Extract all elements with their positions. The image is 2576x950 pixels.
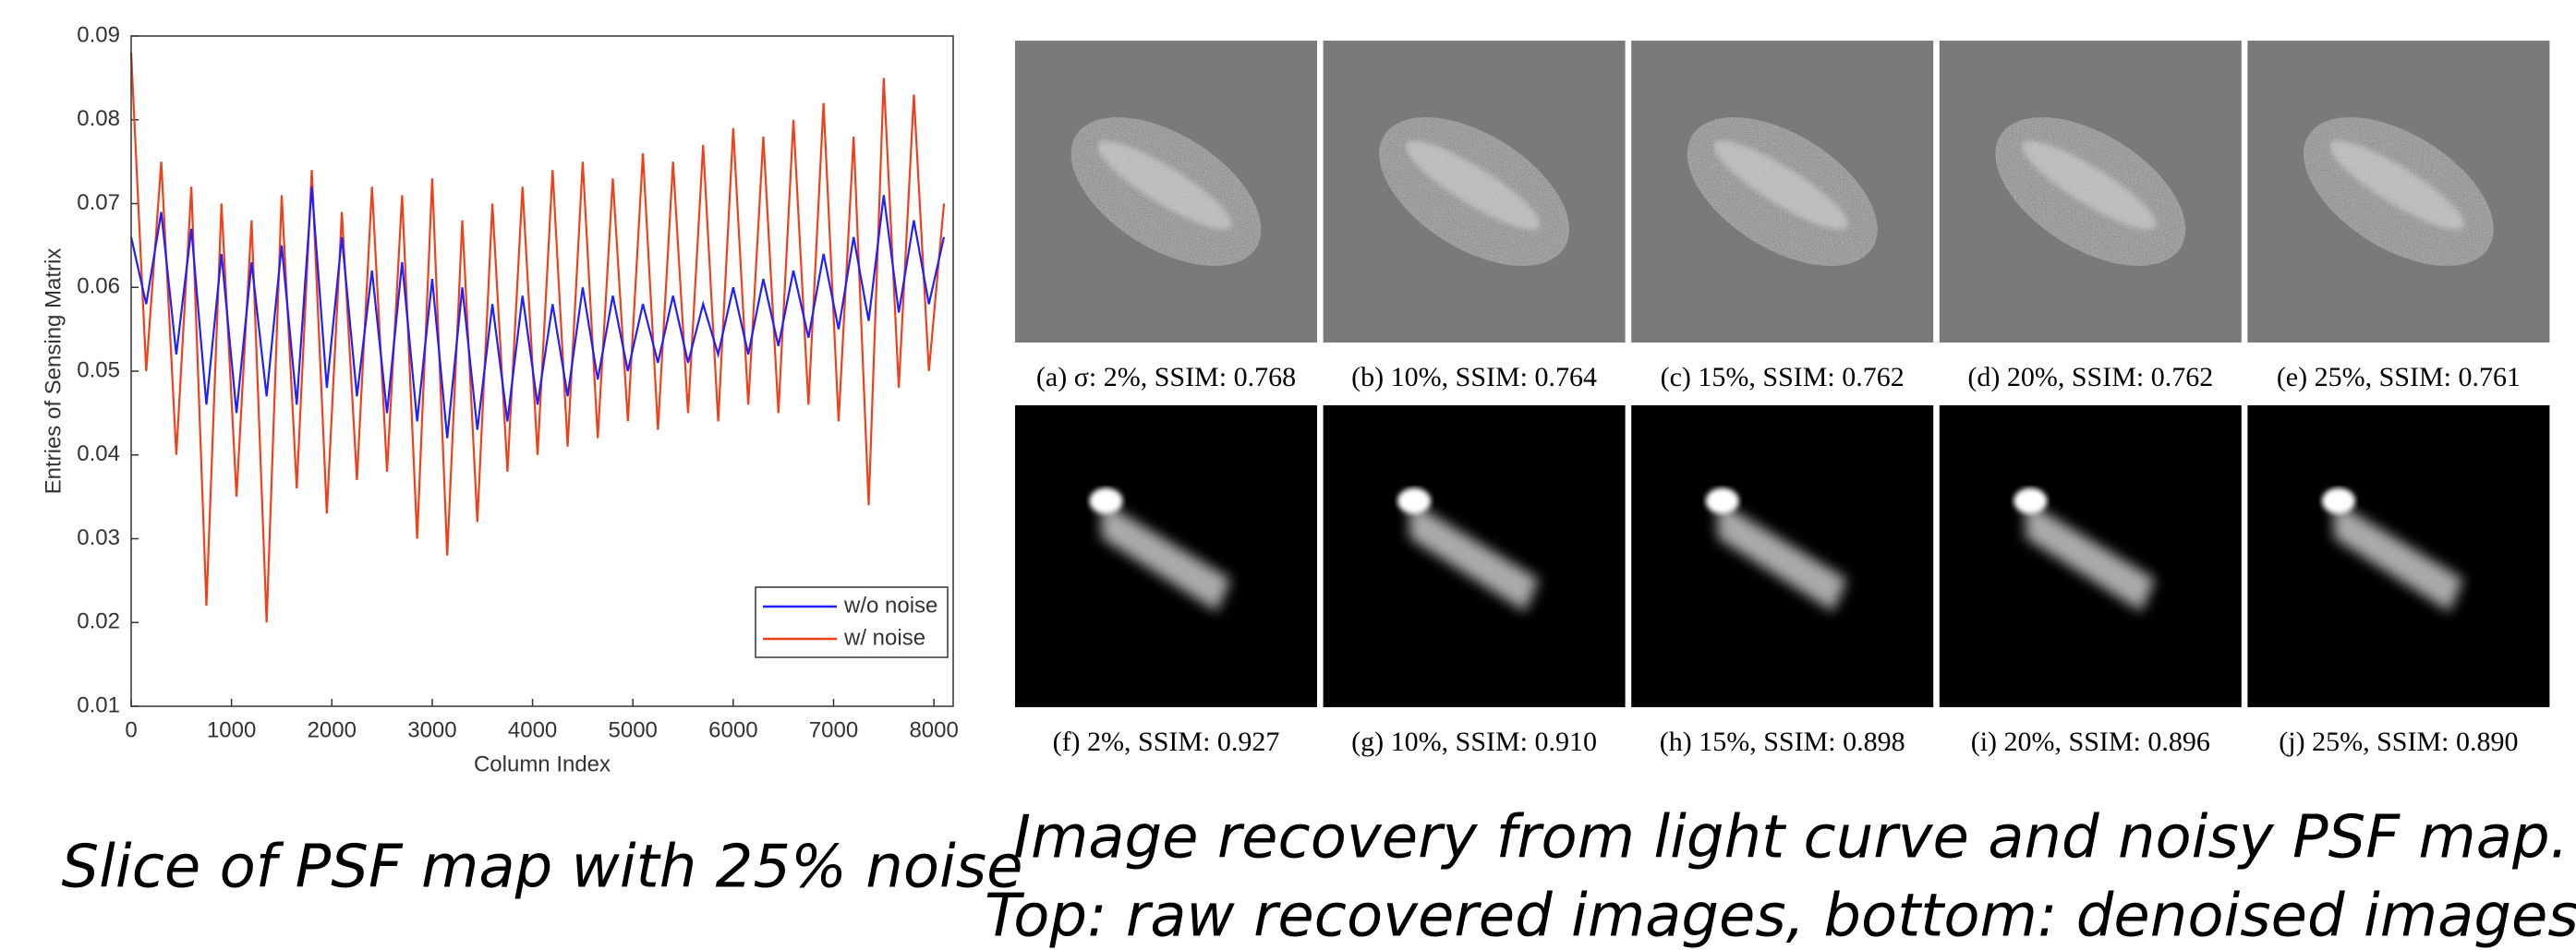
right-caption-line: Image recovery from light curve and nois… bbox=[1013, 804, 2569, 872]
object-head bbox=[2321, 487, 2355, 514]
image-caption: (g) 10%, SSIM: 0.910 bbox=[1351, 727, 1597, 757]
x-tick-label: 2000 bbox=[308, 717, 357, 742]
x-tick-label: 0 bbox=[125, 717, 137, 742]
object-faint bbox=[2329, 140, 2465, 230]
y-tick-label: 0.03 bbox=[77, 525, 120, 550]
left-caption: Slice of PSF map with 25% noise bbox=[62, 834, 1023, 902]
image-caption: (b) 10%, SSIM: 0.764 bbox=[1351, 362, 1597, 392]
image-caption: (h) 15%, SSIM: 0.898 bbox=[1660, 727, 1905, 757]
object-body bbox=[2026, 500, 2156, 612]
axes-box bbox=[130, 35, 954, 707]
object-faint bbox=[1097, 140, 1232, 230]
image-caption: (c) 15%, SSIM: 0.762 bbox=[1661, 362, 1905, 392]
legend-label: w/o noise bbox=[843, 593, 937, 618]
denoised-image bbox=[1015, 405, 1317, 707]
x-tick-label: 4000 bbox=[508, 717, 557, 742]
raw-image bbox=[1323, 41, 1626, 343]
object-head bbox=[1397, 487, 1432, 514]
y-tick-label: 0.05 bbox=[77, 357, 120, 382]
y-tick-label: 0.06 bbox=[77, 274, 120, 299]
object-body bbox=[1101, 500, 1231, 612]
object-faint bbox=[1713, 140, 1848, 230]
object-body bbox=[1717, 500, 1847, 612]
object-faint bbox=[1405, 140, 1541, 230]
object-head bbox=[1089, 487, 1123, 514]
x-tick-label: 7000 bbox=[809, 717, 858, 742]
image-caption: (f) 2%, SSIM: 0.927 bbox=[1053, 727, 1280, 757]
denoised-image bbox=[1631, 405, 1934, 707]
image-caption: (a) σ: 2%, SSIM: 0.768 bbox=[1036, 362, 1296, 392]
image-caption: (i) 20%, SSIM: 0.896 bbox=[1971, 727, 2210, 757]
object-body bbox=[1409, 500, 1540, 612]
y-tick-label: 0.04 bbox=[77, 441, 120, 466]
series-line bbox=[129, 53, 946, 623]
y-tick-label: 0.07 bbox=[77, 190, 120, 215]
x-tick-label: 6000 bbox=[708, 717, 757, 742]
image-caption: (d) 20%, SSIM: 0.762 bbox=[1967, 362, 2213, 392]
series-line bbox=[129, 186, 946, 439]
object-head bbox=[2014, 487, 2048, 514]
legend-label: w/ noise bbox=[843, 625, 925, 650]
image-caption: (j) 25%, SSIM: 0.890 bbox=[2279, 727, 2518, 757]
x-tick-label: 3000 bbox=[407, 717, 456, 742]
object-body bbox=[2333, 500, 2463, 612]
raw-image bbox=[1015, 41, 1317, 343]
y-tick-label: 0.09 bbox=[77, 22, 120, 47]
y-tick-label: 0.08 bbox=[77, 106, 120, 131]
right-caption-line: Top: raw recovered images, bottom: denoi… bbox=[985, 883, 2576, 950]
raw-image bbox=[1939, 41, 2242, 343]
legend-box bbox=[755, 586, 949, 658]
x-tick-label: 5000 bbox=[609, 717, 658, 742]
x-tick-label: 8000 bbox=[909, 717, 958, 742]
y-tick-label: 0.02 bbox=[77, 609, 120, 634]
object-faint bbox=[2021, 140, 2157, 230]
x-tick-label: 1000 bbox=[207, 717, 256, 742]
denoised-image bbox=[2247, 405, 2550, 707]
denoised-image bbox=[1939, 405, 2242, 707]
raw-image bbox=[2247, 41, 2550, 343]
y-axis-label: Entries of Sensing Matrix bbox=[41, 248, 66, 495]
object-head bbox=[1705, 487, 1739, 514]
y-tick-label: 0.01 bbox=[77, 692, 120, 717]
denoised-image bbox=[1323, 405, 1626, 707]
x-axis-label: Column Index bbox=[474, 752, 611, 776]
image-caption: (e) 25%, SSIM: 0.761 bbox=[2277, 362, 2521, 392]
raw-image bbox=[1631, 41, 1934, 343]
